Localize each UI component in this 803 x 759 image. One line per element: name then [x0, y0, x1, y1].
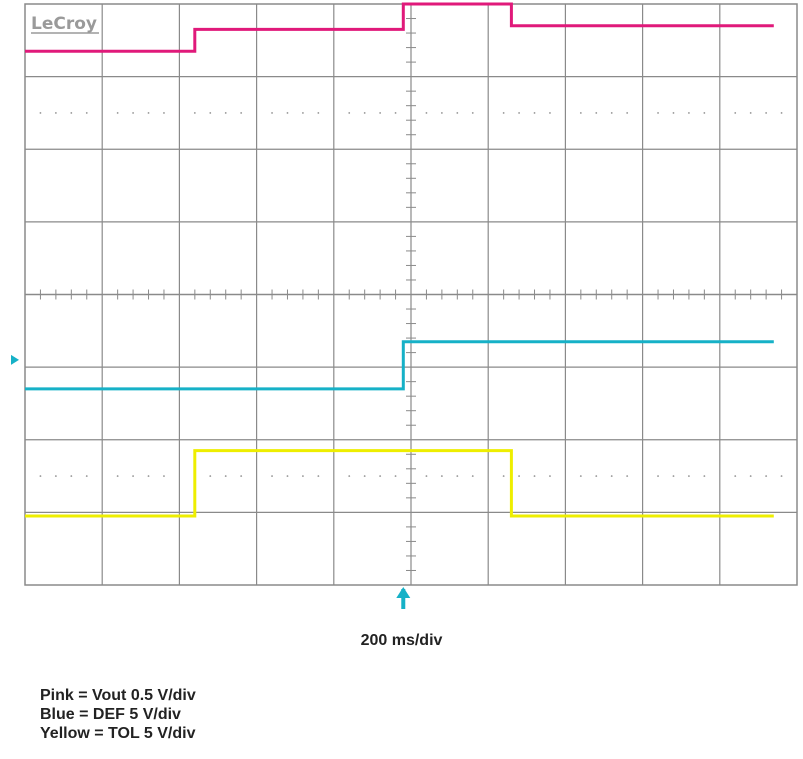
grid-dot	[240, 475, 243, 477]
grid-dot	[348, 112, 351, 114]
grid-dot	[147, 475, 150, 477]
grid-dot	[456, 112, 459, 114]
grid-dot	[116, 112, 119, 114]
grid-dot	[579, 112, 582, 114]
grid-dot	[626, 112, 629, 114]
grid-dot	[703, 112, 706, 114]
grid-dot	[70, 475, 73, 477]
grid-dot	[502, 112, 505, 114]
grid-dot	[163, 112, 165, 114]
grid-dot	[765, 475, 768, 477]
grid-dot	[85, 112, 88, 114]
grid-dot	[456, 475, 459, 477]
legend-yellow: Yellow = TOL 5 V/div	[40, 725, 196, 742]
grid-dot	[780, 112, 783, 114]
ground-marker	[11, 354, 19, 365]
brand-logo: LeCroy	[31, 14, 97, 34]
traces	[25, 2, 774, 518]
grid-dot	[209, 112, 212, 114]
grid-dot	[286, 475, 289, 477]
grid-dot	[703, 475, 706, 477]
grid-dot	[688, 112, 690, 114]
grid-dot	[348, 475, 351, 477]
legend-pink: Pink = Vout 0.5 V/div	[40, 687, 196, 704]
grid-dot	[502, 475, 505, 477]
grid-dot	[271, 475, 273, 477]
grid	[24, 3, 798, 586]
trace-def	[25, 340, 774, 391]
grid-dot	[193, 112, 196, 114]
grid-dot	[209, 475, 212, 477]
grid-dot	[240, 112, 243, 114]
legend: Pink = Vout 0.5 V/div Blue = DEF 5 V/div…	[40, 686, 196, 743]
grid-dot	[626, 475, 629, 477]
grid-dot	[54, 112, 57, 114]
legend-blue: Blue = DEF 5 V/div	[40, 706, 181, 723]
grid-dot	[379, 112, 382, 114]
grid-dot	[147, 112, 150, 114]
grid-dot	[85, 475, 88, 477]
grid-dot	[595, 112, 598, 114]
grid-dot	[688, 475, 690, 477]
grid-dot	[440, 112, 443, 114]
grid-dot	[471, 475, 474, 477]
grid-dot	[533, 475, 536, 477]
grid-dot	[425, 475, 428, 477]
grid-dot	[672, 475, 675, 477]
grid-dot	[657, 112, 659, 114]
grid-dot	[132, 112, 134, 114]
oscilloscope-screen: LeCroy	[11, 2, 798, 609]
grid-dot	[518, 475, 520, 477]
grid-dot	[379, 475, 382, 477]
grid-dot	[734, 475, 737, 477]
grid-dot	[317, 112, 320, 114]
grid-dot	[116, 475, 119, 477]
grid-dot	[394, 112, 397, 114]
grid-dot	[132, 475, 134, 477]
grid-dot	[657, 475, 659, 477]
grid-dot	[39, 112, 42, 114]
grid-dot	[471, 112, 474, 114]
grid-dot	[425, 112, 428, 114]
grid-dot	[672, 112, 675, 114]
grid-dot	[394, 475, 397, 477]
grid-dot	[549, 112, 551, 114]
grid-dot	[363, 475, 366, 477]
grid-dot	[780, 475, 783, 477]
trace-vout	[25, 2, 774, 53]
grid-dot	[749, 475, 752, 477]
grid-dot	[54, 475, 57, 477]
grid-dot	[734, 112, 737, 114]
grid-dot	[533, 112, 536, 114]
trigger-marker-arrow	[396, 587, 411, 598]
grid-dot	[286, 112, 289, 114]
markers	[11, 354, 411, 609]
grid-dot	[302, 475, 304, 477]
grid-dot	[440, 475, 443, 477]
grid-dot	[302, 112, 304, 114]
grid-dot	[610, 112, 613, 114]
trace-tol	[25, 449, 774, 518]
grid-dot	[518, 112, 520, 114]
grid-dot	[224, 475, 227, 477]
grid-dot	[163, 475, 165, 477]
grid-dot	[579, 475, 582, 477]
grid-dot	[765, 112, 768, 114]
grid-dot	[271, 112, 273, 114]
grid-dot	[749, 112, 752, 114]
grid-dot	[610, 475, 613, 477]
grid-dot	[39, 475, 42, 477]
grid-dot	[70, 112, 73, 114]
grid-dot	[224, 112, 227, 114]
timebase-label: 200 ms/div	[360, 632, 443, 649]
grid-dot	[363, 112, 366, 114]
grid-dot	[549, 475, 551, 477]
grid-dot	[595, 475, 598, 477]
grid-dot	[317, 475, 320, 477]
